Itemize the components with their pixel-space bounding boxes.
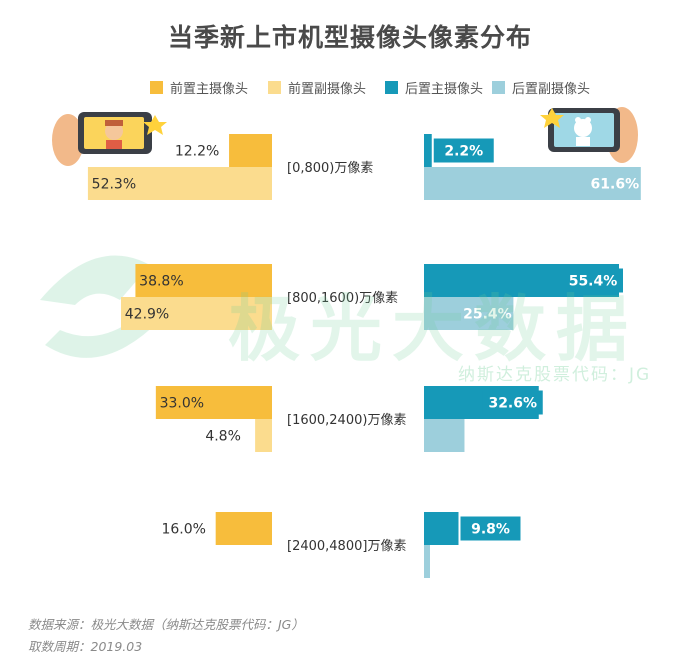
legend-label-back-sub: 后置副摄像头 <box>512 82 591 97</box>
value-label-front-main-2: 33.0% <box>160 396 204 412</box>
value-label-front-sub-0: 52.3% <box>92 177 136 193</box>
category-label-2: [1600,2400)万像素 <box>287 413 406 428</box>
legend-label-front-main: 前置主摄像头 <box>170 82 249 97</box>
bar-front-main-0 <box>229 134 272 167</box>
legend-label-back-main: 后置主摄像头 <box>405 82 484 97</box>
legend-swatch-back-sub <box>492 81 505 94</box>
value-label-back-main-1: 55.4% <box>569 274 618 290</box>
legend-swatch-front-main <box>150 81 163 94</box>
bar-back-sub-2 <box>424 419 465 452</box>
category-label-1: [800,1600)万像素 <box>287 291 398 306</box>
bar-front-main-2 <box>155 386 272 419</box>
chart-title: 当季新上市机型摄像头像素分布 <box>167 23 532 52</box>
bar-front-sub-1 <box>120 297 272 330</box>
value-label-front-sub-1: 42.9% <box>125 307 169 323</box>
legend: 前置主摄像头 前置副摄像头 后置主摄像头 后置副摄像头 <box>0 78 700 98</box>
front-camera-selfie-icon <box>52 112 167 166</box>
value-label-back-sub-1: 25.4% <box>463 307 512 323</box>
legend-swatch-front-sub <box>268 81 281 94</box>
footer-period: 取数周期：2019.03 <box>28 639 143 654</box>
legend-swatch-back-main <box>385 81 398 94</box>
value-label-box-back-main-3 <box>460 516 521 541</box>
value-label-back-main-0: 2.2% <box>444 144 483 160</box>
value-label-back-sub-3: 1.5% <box>443 555 482 571</box>
bar-front-sub-2 <box>255 419 272 452</box>
footer-source: 数据来源：极光大数据（纳斯达克股票代码：JG） <box>28 617 304 632</box>
bars-layer: [0,800)万像素 12.2% 52.3% 2.2% 61.6% [800,1600)万… <box>87 134 641 578</box>
value-label-box-back-main-2 <box>482 390 543 415</box>
category-label-3: [2400,4800]万像素 <box>287 539 406 554</box>
bar-back-sub-1 <box>424 297 514 330</box>
bar-back-main-0 <box>424 134 432 167</box>
bar-back-sub-0 <box>424 167 641 200</box>
value-label-back-sub-0: 61.6% <box>591 177 640 193</box>
category-column <box>272 102 424 612</box>
value-label-box-back-main-1 <box>563 268 624 293</box>
value-label-front-sub-2: 4.8% <box>205 429 241 445</box>
rear-camera-photo-icon <box>540 107 638 163</box>
value-label-box-back-main-0 <box>433 138 494 163</box>
value-label-front-main-3: 16.0% <box>161 522 205 538</box>
legend-item-front-sub: 前置副摄像头 <box>268 78 366 97</box>
bar-back-sub-3 <box>424 545 430 578</box>
bar-front-sub-0 <box>87 167 272 200</box>
legend-item-front-main: 前置主摄像头 <box>150 78 248 97</box>
bar-front-main-3 <box>215 512 272 545</box>
value-label-back-sub-2: 11.5% <box>472 429 521 445</box>
legend-item-back-sub: 后置副摄像头 <box>492 78 590 97</box>
category-label-0: [0,800)万像素 <box>287 161 373 176</box>
legend-item-back-main: 后置主摄像头 <box>385 78 483 97</box>
value-label-back-main-2: 32.6% <box>488 396 537 412</box>
value-label-back-main-3: 9.8% <box>471 522 510 538</box>
bar-back-main-3 <box>424 512 459 545</box>
value-label-front-main-0: 12.2% <box>175 144 219 160</box>
bar-front-main-1 <box>135 264 272 297</box>
legend-label-front-sub: 前置副摄像头 <box>288 82 367 97</box>
value-label-front-main-1: 38.8% <box>139 274 183 290</box>
